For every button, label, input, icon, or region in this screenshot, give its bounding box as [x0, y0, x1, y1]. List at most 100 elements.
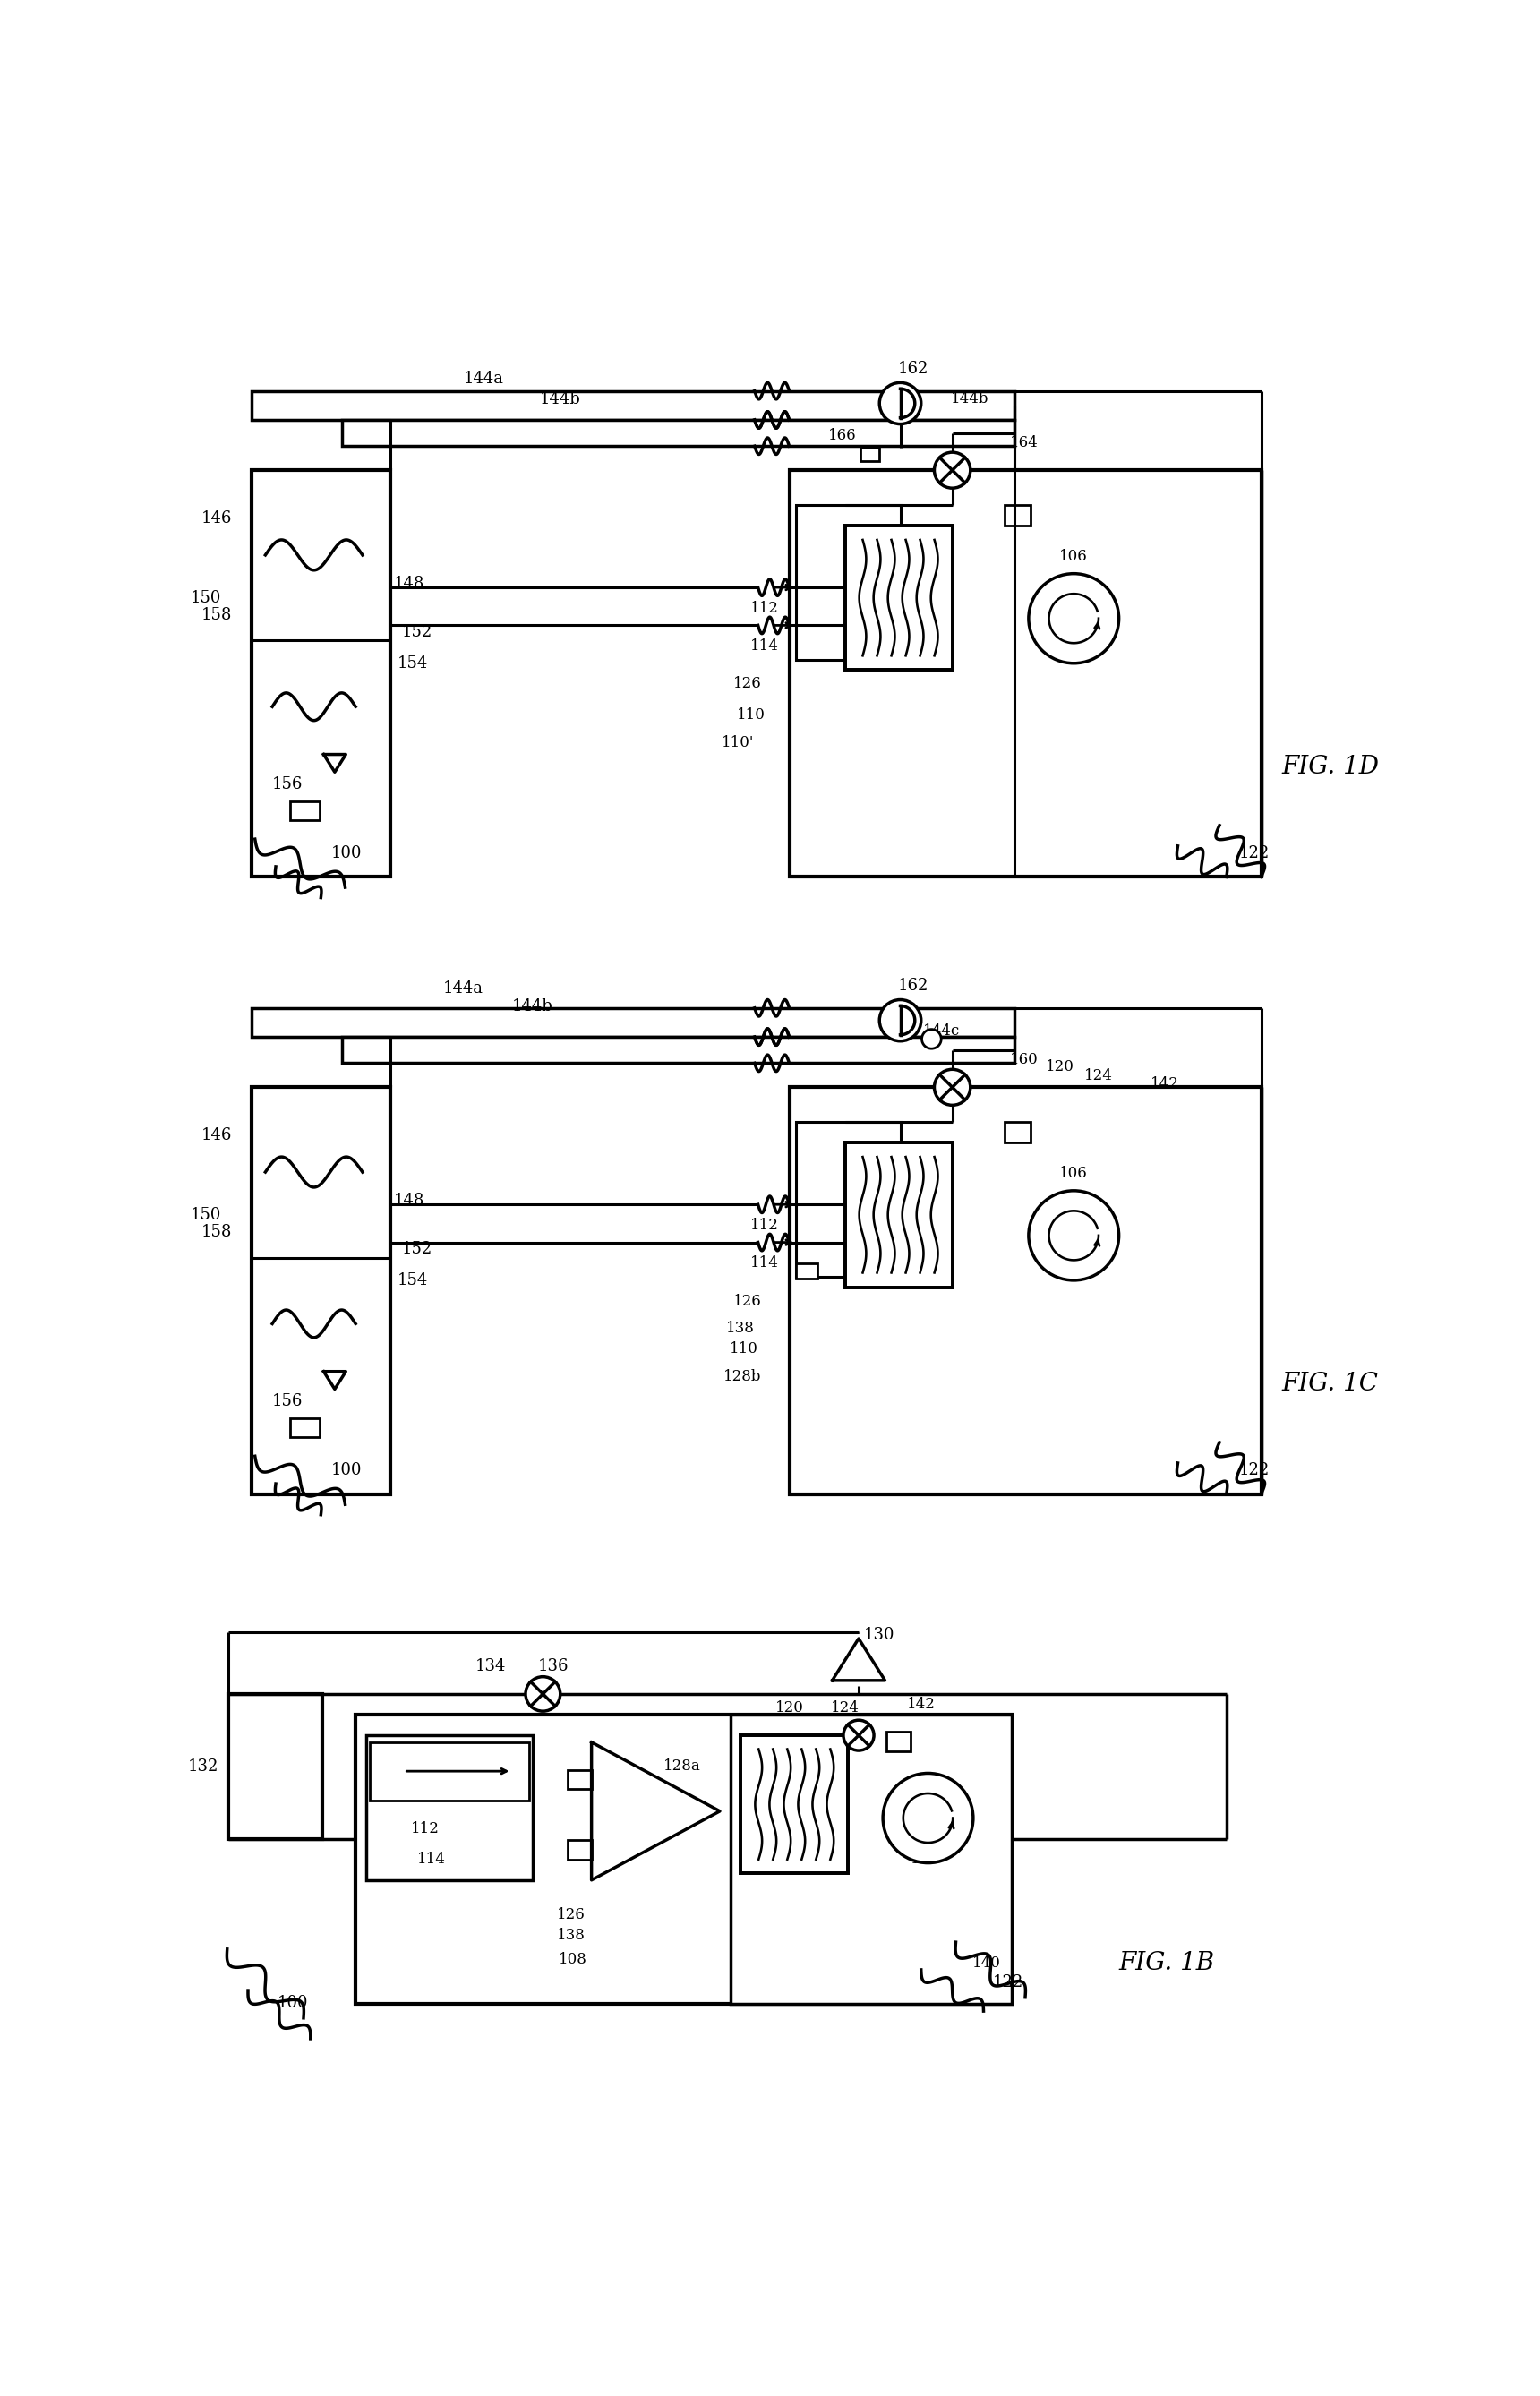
Text: 144b: 144b: [950, 391, 989, 407]
Circle shape: [844, 1720, 873, 1751]
Circle shape: [922, 1030, 941, 1049]
Bar: [228, 1694, 322, 1838]
Text: 108: 108: [559, 1953, 587, 1967]
Bar: [567, 1840, 591, 1859]
Text: 136: 136: [537, 1658, 568, 1675]
Bar: [251, 1088, 390, 1495]
Circle shape: [879, 999, 921, 1042]
Bar: [887, 1732, 910, 1751]
Text: 126: 126: [733, 676, 761, 692]
Text: 144c: 144c: [924, 1023, 961, 1037]
Bar: [367, 1735, 533, 1881]
Text: 146: 146: [202, 1129, 233, 1143]
Bar: [342, 1037, 1015, 1064]
Bar: [1004, 1121, 1030, 1143]
Text: 150: 150: [191, 1208, 222, 1222]
Circle shape: [525, 1677, 561, 1711]
Bar: [845, 1143, 952, 1287]
Text: 158: 158: [202, 1224, 233, 1241]
Text: 166: 166: [829, 429, 856, 443]
Text: 140: 140: [973, 1955, 1001, 1970]
Text: 148: 148: [394, 575, 425, 592]
Text: 122: 122: [1238, 1462, 1269, 1478]
Text: 150: 150: [191, 589, 222, 606]
Circle shape: [935, 453, 970, 489]
Bar: [796, 506, 901, 659]
Text: 144a: 144a: [444, 980, 484, 997]
Bar: [567, 1771, 591, 1790]
Bar: [1004, 506, 1030, 525]
Text: 138: 138: [556, 1929, 585, 1943]
Text: 144a: 144a: [464, 371, 504, 386]
Text: 144b: 144b: [541, 391, 581, 407]
Text: 156: 156: [273, 776, 303, 793]
Bar: [788, 1088, 1261, 1495]
Text: 154: 154: [397, 654, 428, 671]
Text: 156: 156: [273, 1392, 303, 1409]
Text: 134: 134: [476, 1658, 507, 1675]
Bar: [251, 470, 390, 877]
Text: 132: 132: [188, 1759, 219, 1775]
Text: 130: 130: [864, 1627, 895, 1644]
Text: 112: 112: [750, 1217, 779, 1234]
Circle shape: [879, 383, 921, 424]
Text: 122: 122: [1238, 846, 1269, 860]
Text: 110: 110: [736, 707, 765, 724]
Bar: [251, 1009, 1015, 1037]
Text: 120: 120: [1046, 1059, 1075, 1073]
Bar: [845, 525, 952, 671]
Text: 126: 126: [733, 1294, 761, 1308]
Text: 110: 110: [730, 1342, 758, 1356]
Text: 124: 124: [830, 1701, 859, 1716]
Text: 126: 126: [556, 1907, 585, 1922]
Bar: [342, 419, 1015, 446]
Bar: [370, 1742, 530, 1802]
Text: 142: 142: [1150, 1076, 1178, 1093]
Text: 128b: 128b: [724, 1368, 761, 1385]
Text: 124: 124: [1084, 1069, 1113, 1083]
Text: 148: 148: [394, 1193, 425, 1210]
Bar: [730, 1716, 1012, 2003]
Text: 106: 106: [910, 1852, 939, 1866]
Bar: [741, 1735, 849, 1874]
Text: 106: 106: [1060, 549, 1087, 563]
Text: FIG. 1D: FIG. 1D: [1281, 755, 1380, 779]
Text: 164: 164: [1010, 436, 1038, 450]
Bar: [796, 1121, 901, 1277]
Text: 152: 152: [402, 1241, 433, 1258]
Text: 162: 162: [898, 978, 929, 994]
Bar: [356, 1716, 1012, 2003]
Bar: [788, 470, 1261, 877]
Bar: [859, 448, 879, 462]
Circle shape: [1029, 1191, 1120, 1279]
Text: 100: 100: [331, 846, 362, 860]
Bar: [291, 1418, 319, 1438]
Text: FIG. 1B: FIG. 1B: [1120, 1950, 1215, 1974]
Text: 112: 112: [750, 601, 779, 616]
Text: 122: 122: [992, 1974, 1023, 1991]
Text: 162: 162: [898, 362, 929, 376]
Text: 146: 146: [202, 510, 233, 527]
Text: 142: 142: [907, 1696, 935, 1711]
Text: 114: 114: [750, 637, 779, 654]
Text: 144b: 144b: [511, 999, 553, 1014]
Text: 152: 152: [402, 625, 433, 640]
Circle shape: [935, 1069, 970, 1105]
Text: 110': 110': [722, 736, 755, 750]
Circle shape: [882, 1773, 973, 1862]
Text: 106: 106: [1060, 1167, 1087, 1181]
Text: 100: 100: [331, 1462, 362, 1478]
Circle shape: [1029, 573, 1120, 664]
Text: 100: 100: [277, 1996, 308, 2010]
Text: 112: 112: [411, 1821, 439, 1835]
Bar: [796, 1263, 818, 1277]
Text: 114: 114: [750, 1256, 779, 1270]
Text: 138: 138: [725, 1320, 755, 1337]
Text: 158: 158: [202, 606, 233, 623]
Bar: [291, 800, 319, 819]
Text: 120: 120: [775, 1701, 804, 1716]
Text: FIG. 1C: FIG. 1C: [1281, 1371, 1378, 1397]
Bar: [251, 391, 1015, 419]
Text: 128a: 128a: [664, 1759, 701, 1773]
Text: 114: 114: [417, 1852, 447, 1866]
